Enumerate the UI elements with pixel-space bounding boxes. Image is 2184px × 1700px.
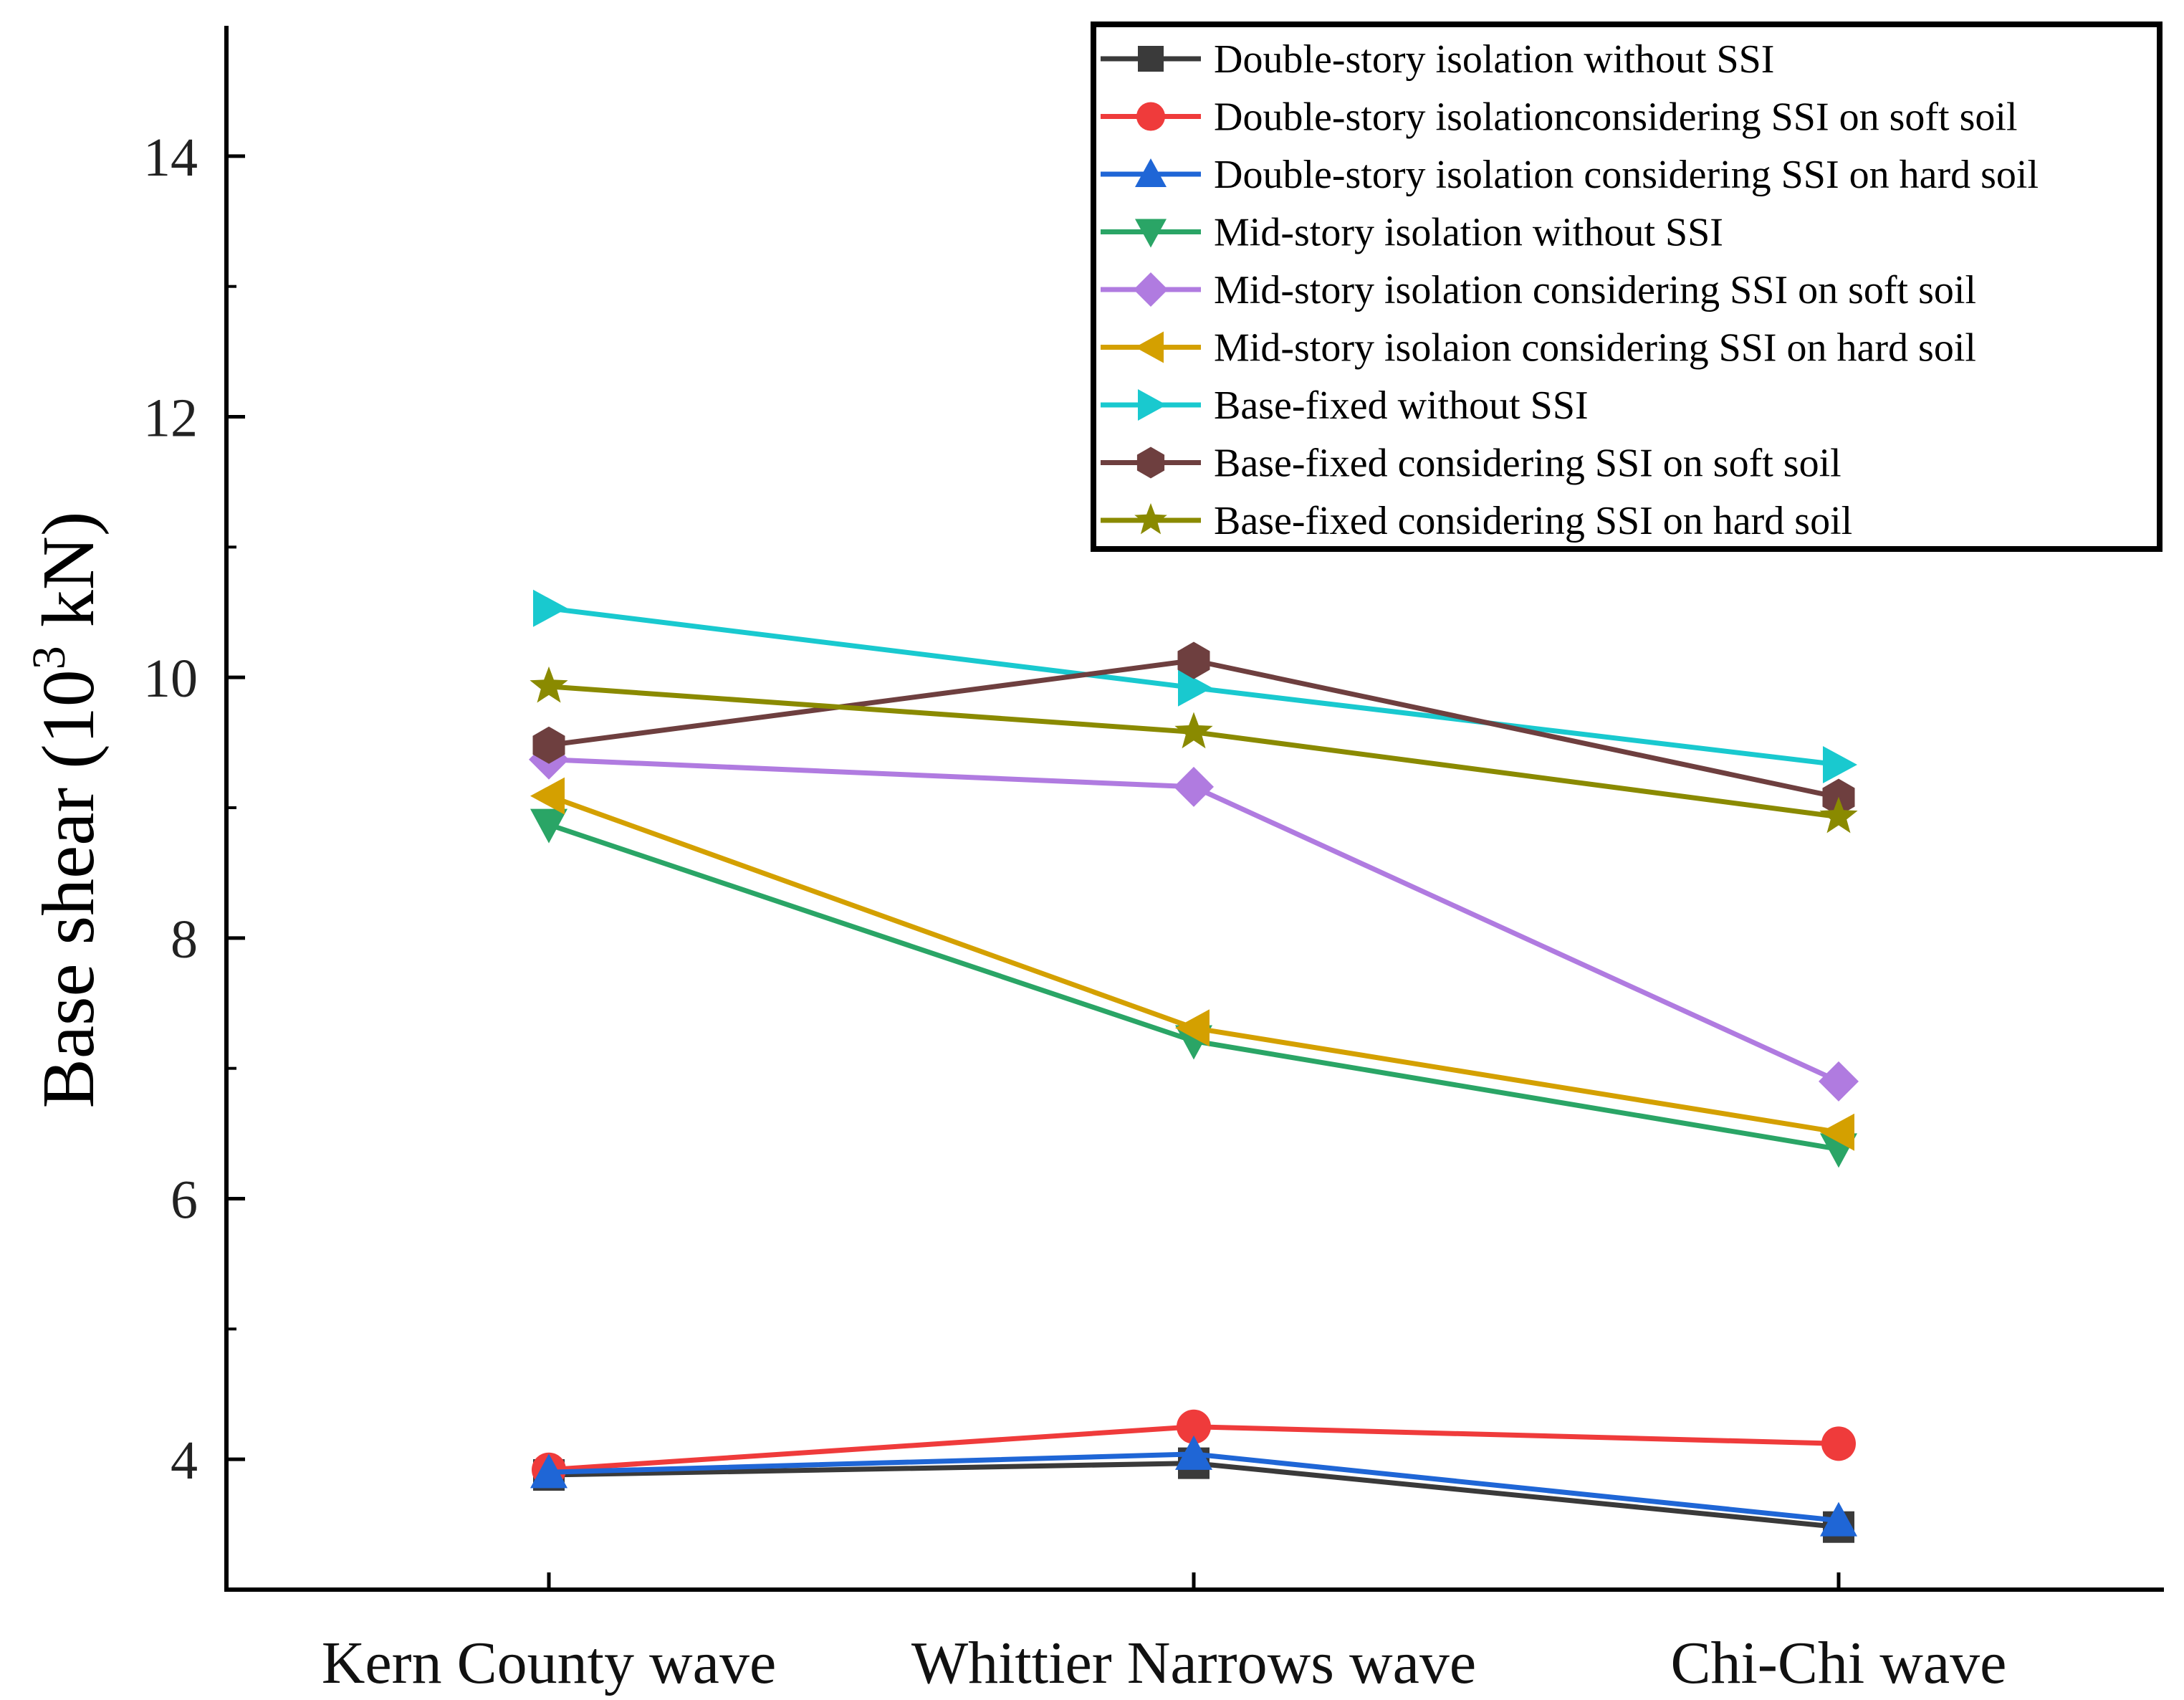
data-point — [1175, 1435, 1212, 1470]
x-category-label: Kern County wave — [322, 1630, 777, 1696]
legend-marker — [1134, 272, 1168, 307]
y-axis-label-end: kN) — [27, 512, 110, 646]
legend-label: Base-fixed considering SSI on hard soil — [1214, 499, 1852, 543]
data-point — [533, 589, 567, 627]
legend-label: Mid-story isolation without SSI — [1214, 211, 1723, 255]
series-6 — [530, 777, 1854, 1151]
y-axis-label-main: Base shear (10 — [27, 669, 110, 1108]
data-point — [1178, 669, 1212, 707]
legend-marker — [1135, 331, 1164, 363]
legend-label: Double-story isolation without SSI — [1214, 37, 1774, 82]
data-point — [532, 726, 565, 764]
legend-entry: Base-fixed considering SSI on soft soil — [1101, 441, 1841, 486]
y-tick-label: 14 — [143, 128, 198, 188]
y-tick-label: 6 — [171, 1170, 198, 1231]
series-7 — [533, 589, 1857, 783]
legend-label: Double-story isolation considering SSI o… — [1214, 153, 2039, 197]
legend-entry: Double-story isolationconsidering SSI on… — [1101, 95, 2018, 140]
legend-marker — [1136, 102, 1165, 131]
data-point — [1821, 1426, 1856, 1461]
legend-marker — [1135, 158, 1167, 187]
legend-label: Base-fixed considering SSI on soft soil — [1214, 441, 1841, 486]
legend-entry: Double-story isolation without SSI — [1101, 37, 1774, 82]
data-point — [1174, 712, 1213, 749]
data-point — [1820, 1501, 1857, 1537]
legend-label: Base-fixed without SSI — [1214, 383, 1589, 428]
data-point — [1177, 1409, 1211, 1444]
legend-marker — [1138, 389, 1167, 421]
y-axis-label: Base shear (103 kN) — [23, 512, 110, 1109]
legend-box — [1091, 22, 2163, 552]
y-axis-label-sup: 3 — [23, 646, 75, 669]
legend-entry: Double-story isolation considering SSI o… — [1101, 153, 2039, 197]
series-3 — [530, 1435, 1857, 1537]
legend-entry: Base-fixed without SSI — [1101, 383, 1589, 428]
data-point — [1819, 796, 1858, 834]
data-point — [1174, 766, 1214, 807]
data-point — [530, 808, 567, 844]
data-point — [530, 1453, 567, 1489]
legend-marker — [1135, 219, 1167, 248]
legend-label: Mid-story isolaion considering SSI on ha… — [1214, 326, 1976, 371]
legend-entry: Mid-story isolaion considering SSI on ha… — [1101, 326, 1976, 371]
data-point — [1820, 1113, 1854, 1151]
data-point — [530, 666, 568, 703]
y-tick-label: 4 — [171, 1431, 198, 1491]
y-tick-label: 8 — [171, 909, 198, 970]
legend-entry: Mid-story isolation considering SSI on s… — [1101, 268, 1976, 312]
y-tick-label: 12 — [143, 388, 198, 449]
series-9 — [530, 666, 1858, 834]
legend-marker — [1136, 447, 1165, 479]
x-category-label: Whittier Narrows wave — [911, 1630, 1476, 1696]
data-point — [1819, 1061, 1859, 1102]
legend-label: Double-story isolationconsidering SSI on… — [1214, 95, 2018, 140]
data-point — [530, 777, 565, 815]
data-point — [1177, 641, 1210, 679]
series-line — [547, 793, 1839, 1135]
legend-marker — [1134, 503, 1167, 535]
legend-marker — [1138, 46, 1164, 72]
data-point — [1175, 1009, 1210, 1047]
legend-entry: Mid-story isolation without SSI — [1101, 211, 1723, 255]
data-point — [1823, 745, 1857, 783]
legend-entry: Base-fixed considering SSI on hard soil — [1101, 499, 1852, 543]
y-tick-label: 10 — [143, 649, 198, 709]
x-category-label: Chi-Chi wave — [1671, 1630, 2007, 1696]
legend-label: Mid-story isolation considering SSI on s… — [1214, 268, 1976, 312]
